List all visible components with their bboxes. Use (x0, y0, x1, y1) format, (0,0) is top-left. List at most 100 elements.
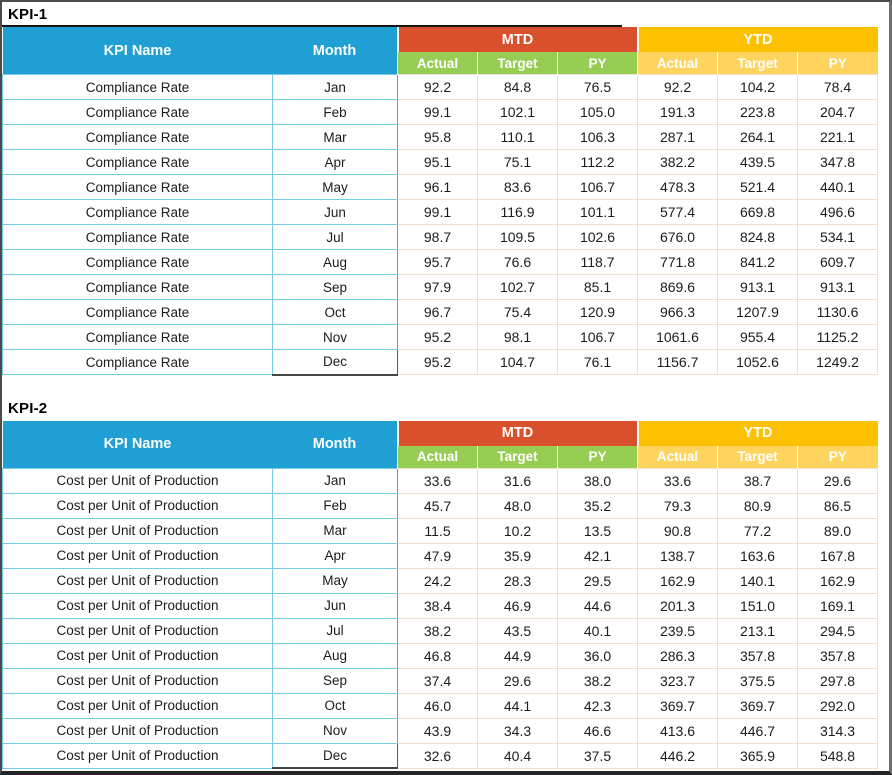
month-cell[interactable]: Feb (272, 99, 398, 125)
month-cell[interactable]: Oct (272, 692, 398, 719)
mtd-py-cell[interactable]: 112.2 (557, 149, 638, 175)
ytd-py-cell[interactable]: 29.6 (797, 467, 878, 494)
ytd-py-header[interactable]: PY (797, 445, 878, 468)
mtd-py-cell[interactable]: 36.0 (557, 642, 638, 669)
ytd-actual-cell[interactable]: 478.3 (637, 174, 718, 200)
mtd-actual-cell[interactable]: 32.6 (397, 742, 478, 769)
mtd-target-cell[interactable]: 116.9 (477, 199, 558, 225)
ytd-actual-cell[interactable]: 138.7 (637, 542, 718, 569)
mtd-target-cell[interactable]: 28.3 (477, 567, 558, 594)
kpi-name-cell[interactable]: Compliance Rate (2, 199, 273, 225)
ytd-actual-cell[interactable]: 92.2 (637, 74, 718, 100)
kpi-name-cell[interactable]: Compliance Rate (2, 324, 273, 350)
ytd-actual-cell[interactable]: 79.3 (637, 492, 718, 519)
mtd-target-cell[interactable]: 46.9 (477, 592, 558, 619)
kpi-name-cell[interactable]: Compliance Rate (2, 149, 273, 175)
kpi-name-cell[interactable]: Cost per Unit of Production (2, 692, 273, 719)
mtd-actual-cell[interactable]: 97.9 (397, 274, 478, 300)
ytd-actual-cell[interactable]: 1156.7 (637, 349, 718, 375)
ytd-target-cell[interactable]: 365.9 (717, 742, 798, 769)
ytd-target-cell[interactable]: 439.5 (717, 149, 798, 175)
ytd-py-cell[interactable]: 347.8 (797, 149, 878, 175)
kpi-name-cell[interactable]: Compliance Rate (2, 349, 273, 375)
ytd-py-cell[interactable]: 609.7 (797, 249, 878, 275)
mtd-actual-cell[interactable]: 96.7 (397, 299, 478, 325)
ytd-py-cell[interactable]: 162.9 (797, 567, 878, 594)
ytd-target-cell[interactable]: 521.4 (717, 174, 798, 200)
kpi-name-cell[interactable]: Compliance Rate (2, 274, 273, 300)
mtd-actual-cell[interactable]: 38.2 (397, 617, 478, 644)
ytd-py-cell[interactable]: 548.8 (797, 742, 878, 769)
ytd-target-cell[interactable]: 375.5 (717, 667, 798, 694)
ytd-actual-cell[interactable]: 966.3 (637, 299, 718, 325)
mtd-target-cell[interactable]: 83.6 (477, 174, 558, 200)
kpi-name-cell[interactable]: Compliance Rate (2, 74, 273, 100)
ytd-actual-cell[interactable]: 162.9 (637, 567, 718, 594)
ytd-actual-cell[interactable]: 382.2 (637, 149, 718, 175)
mtd-actual-cell[interactable]: 99.1 (397, 99, 478, 125)
ytd-actual-cell[interactable]: 413.6 (637, 717, 718, 744)
kpi-name-cell[interactable]: Compliance Rate (2, 249, 273, 275)
mtd-target-cell[interactable]: 102.1 (477, 99, 558, 125)
ytd-py-cell[interactable]: 1249.2 (797, 349, 878, 375)
mtd-actual-cell[interactable]: 46.8 (397, 642, 478, 669)
mtd-actual-cell[interactable]: 24.2 (397, 567, 478, 594)
kpi-name-cell[interactable]: Cost per Unit of Production (2, 742, 273, 769)
month-cell[interactable]: Apr (272, 542, 398, 569)
mtd-py-header[interactable]: PY (557, 445, 638, 468)
ytd-target-cell[interactable]: 38.7 (717, 467, 798, 494)
ytd-py-cell[interactable]: 221.1 (797, 124, 878, 150)
month-cell[interactable]: Mar (272, 124, 398, 150)
ytd-actual-cell[interactable]: 33.6 (637, 467, 718, 494)
month-cell[interactable]: Jun (272, 592, 398, 619)
month-header[interactable]: Month (272, 27, 398, 75)
mtd-target-header[interactable]: Target (477, 445, 558, 468)
ytd-py-cell[interactable]: 292.0 (797, 692, 878, 719)
ytd-py-cell[interactable]: 169.1 (797, 592, 878, 619)
ytd-actual-cell[interactable]: 90.8 (637, 517, 718, 544)
ytd-actual-cell[interactable]: 1061.6 (637, 324, 718, 350)
mtd-py-cell[interactable]: 42.1 (557, 542, 638, 569)
mtd-target-cell[interactable]: 76.6 (477, 249, 558, 275)
mtd-py-cell[interactable]: 42.3 (557, 692, 638, 719)
ytd-target-cell[interactable]: 824.8 (717, 224, 798, 250)
month-cell[interactable]: Jan (272, 74, 398, 100)
ytd-target-cell[interactable]: 669.8 (717, 199, 798, 225)
mtd-actual-header[interactable]: Actual (397, 445, 478, 468)
ytd-actual-cell[interactable]: 869.6 (637, 274, 718, 300)
month-cell[interactable]: Oct (272, 299, 398, 325)
mtd-py-cell[interactable]: 37.5 (557, 742, 638, 769)
ytd-target-cell[interactable]: 446.7 (717, 717, 798, 744)
mtd-target-cell[interactable]: 29.6 (477, 667, 558, 694)
kpi-name-cell[interactable]: Compliance Rate (2, 174, 273, 200)
ytd-py-cell[interactable]: 78.4 (797, 74, 878, 100)
mtd-actual-cell[interactable]: 38.4 (397, 592, 478, 619)
ytd-target-cell[interactable]: 1052.6 (717, 349, 798, 375)
month-cell[interactable]: Jul (272, 224, 398, 250)
mtd-target-cell[interactable]: 10.2 (477, 517, 558, 544)
mtd-target-cell[interactable]: 98.1 (477, 324, 558, 350)
ytd-target-cell[interactable]: 264.1 (717, 124, 798, 150)
ytd-target-cell[interactable]: 213.1 (717, 617, 798, 644)
ytd-target-cell[interactable]: 369.7 (717, 692, 798, 719)
month-cell[interactable]: Jun (272, 199, 398, 225)
ytd-target-cell[interactable]: 357.8 (717, 642, 798, 669)
mtd-actual-header[interactable]: Actual (397, 52, 478, 75)
mtd-actual-cell[interactable]: 47.9 (397, 542, 478, 569)
month-cell[interactable]: May (272, 567, 398, 594)
mtd-py-cell[interactable]: 106.7 (557, 324, 638, 350)
ytd-py-cell[interactable]: 1125.2 (797, 324, 878, 350)
mtd-group-header[interactable]: MTD (396, 27, 638, 52)
mtd-py-cell[interactable]: 120.9 (557, 299, 638, 325)
month-cell[interactable]: Dec (272, 742, 398, 769)
mtd-py-cell[interactable]: 46.6 (557, 717, 638, 744)
month-cell[interactable]: Sep (272, 667, 398, 694)
ytd-target-cell[interactable]: 841.2 (717, 249, 798, 275)
mtd-target-cell[interactable]: 75.1 (477, 149, 558, 175)
mtd-py-cell[interactable]: 105.0 (557, 99, 638, 125)
month-cell[interactable]: Feb (272, 492, 398, 519)
mtd-py-cell[interactable]: 106.7 (557, 174, 638, 200)
ytd-target-cell[interactable]: 140.1 (717, 567, 798, 594)
mtd-py-cell[interactable]: 40.1 (557, 617, 638, 644)
mtd-actual-cell[interactable]: 95.2 (397, 324, 478, 350)
